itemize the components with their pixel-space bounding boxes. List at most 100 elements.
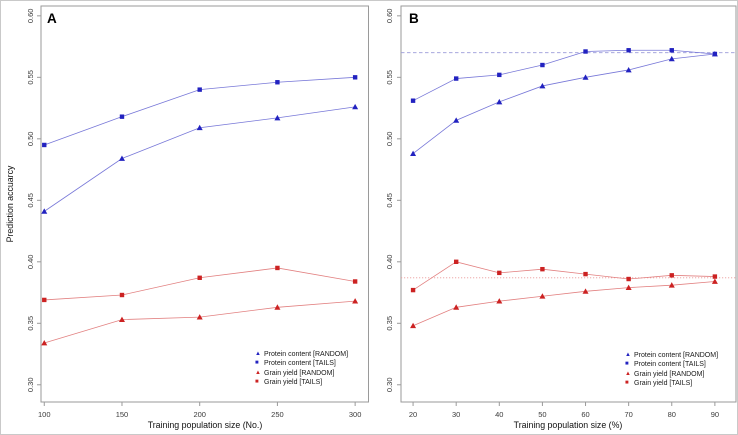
- series-protein-content-tails-b: [410, 48, 718, 103]
- series-line: [412, 53, 715, 154]
- protein-content-tails-square-marker: [275, 80, 280, 85]
- legend-item: ▲ Protein content [RANDOM]: [255, 350, 348, 359]
- x-tick-label: 50: [538, 410, 546, 419]
- legend-item-label: Protein content [RANDOM]: [264, 351, 349, 358]
- grain-yield-random-triangle-marker: [274, 304, 281, 310]
- square-marker-icon: ■: [625, 380, 629, 387]
- grain-yield-tails-square-marker: [583, 271, 588, 277]
- protein-content-random-triangle-marker: [625, 66, 632, 73]
- y-tick-label: 0.30: [26, 377, 35, 392]
- series-grain-yield-random-b: [410, 278, 718, 329]
- grain-yield-tails-square-marker: [119, 292, 125, 298]
- x-tick-label: 200: [193, 410, 206, 419]
- legend-item: ▲ Grain yield [RANDOM]: [625, 370, 718, 379]
- series-grain-yield-tails-b: [410, 259, 718, 293]
- x-tick-label: 80: [668, 410, 676, 419]
- legend-item-label: Grain yield [RANDOM]: [264, 369, 335, 377]
- triangle-marker-icon: ▲: [255, 351, 261, 357]
- legend-item-label: Grain yield [TAILS]: [634, 380, 693, 388]
- x-tick-label: 70: [624, 410, 632, 419]
- protein-content-random-triangle-marker: [196, 124, 203, 131]
- x-tick-label: 90: [711, 410, 719, 419]
- protein-content-random-triangle-marker: [539, 82, 546, 89]
- y-tick-label: 0.60: [385, 9, 394, 24]
- protein-content-random-triangle-marker: [668, 55, 675, 62]
- protein-content-random-triangle-marker: [410, 150, 417, 156]
- y-tick-label: 0.35: [26, 316, 35, 331]
- grain-yield-random-triangle-marker: [496, 298, 503, 304]
- series-grain-yield-random-a: [41, 298, 359, 346]
- protein-content-tails-square-marker: [712, 51, 718, 57]
- triangle-marker-icon: ▲: [625, 370, 631, 377]
- legend-item-label: Protein content [TAILS]: [264, 360, 336, 368]
- grain-yield-random-triangle-marker: [196, 314, 203, 320]
- protein-content-tails-square-marker: [42, 142, 47, 148]
- legend-item-label: Protein content [TAILS]: [634, 361, 706, 369]
- grain-yield-random-triangle-marker: [453, 304, 460, 310]
- protein-content-tails-square-marker: [583, 49, 588, 54]
- grain-yield-tails-square-marker: [42, 297, 47, 303]
- panel-a: 100 150 200 250 300 0.30 0.35 0.40 0.45 0.50 0.55 0…: [26, 5, 369, 419]
- grain-yield-tails-square-marker: [669, 273, 674, 278]
- legend-item: ■ Grain yield [TAILS]: [625, 379, 718, 388]
- grain-yield-tails-square-marker: [540, 266, 545, 272]
- grain-yield-tails-square-marker: [712, 274, 718, 279]
- x-tick-label: 20: [409, 410, 417, 419]
- x-tick-label: 40: [495, 410, 503, 419]
- y-tick-label: 0.50: [26, 132, 35, 147]
- series-line: [412, 261, 715, 291]
- series-line: [412, 49, 715, 102]
- series-protein-content-tails-a: [42, 75, 358, 148]
- x-tick-label: 250: [271, 410, 284, 419]
- grain-yield-random-triangle-marker: [711, 278, 718, 284]
- protein-content-random-triangle-marker: [274, 114, 281, 121]
- legend-item: ■ Protein content [TAILS]: [625, 360, 718, 369]
- grain-yield-random-triangle-marker: [668, 282, 675, 288]
- protein-content-tails-square-marker: [453, 76, 459, 81]
- y-tick-label: 0.55: [385, 70, 394, 85]
- legend-panel-a: ▲ Protein content [RANDOM] ■ Protein conten…: [255, 350, 348, 388]
- triangle-marker-icon: ▲: [255, 369, 261, 376]
- y-tick-label: 0.35: [385, 316, 394, 331]
- protein-content-tails-square-marker: [410, 98, 416, 103]
- panel-b-x-axis-title: Training population size (%): [513, 420, 623, 430]
- grain-yield-tails-square-marker: [410, 287, 416, 293]
- grain-yield-tails-square-marker: [197, 275, 202, 280]
- protein-content-tails-square-marker: [197, 87, 202, 92]
- panel-a-label: A: [47, 11, 57, 26]
- y-tick-label: 0.45: [26, 193, 35, 208]
- protein-content-tails-square-marker: [497, 72, 502, 78]
- series-protein-content-random-b: [410, 50, 718, 156]
- legend-panel-b: ▲ Protein content [RANDOM] ■ Protein conten…: [625, 351, 718, 389]
- x-tick-label: 300: [349, 410, 362, 419]
- panel-b-box: [400, 5, 737, 403]
- grain-yield-tails-square-marker: [275, 265, 280, 271]
- grain-yield-random-triangle-marker: [118, 316, 125, 323]
- triangle-marker-icon: ▲: [625, 352, 631, 358]
- square-marker-icon: ■: [255, 379, 259, 386]
- legend-item-label: Grain yield [TAILS]: [264, 379, 323, 387]
- y-tick-label: 0.45: [385, 193, 394, 208]
- series-grain-yield-tails-a: [42, 265, 358, 303]
- legend-item-label: Protein content [RANDOM]: [634, 352, 719, 359]
- series-protein-content-random-a: [41, 103, 359, 214]
- x-tick-label: 150: [116, 410, 129, 419]
- legend-item: ■ Grain yield [TAILS]: [255, 378, 348, 387]
- series-line: [44, 106, 356, 212]
- grain-yield-random-triangle-marker: [352, 298, 359, 304]
- grain-yield-random-triangle-marker: [582, 288, 589, 294]
- y-tick-label: 0.40: [26, 254, 35, 269]
- protein-content-tails-square-marker: [352, 75, 358, 80]
- series-line: [44, 300, 356, 344]
- protein-content-random-triangle-marker: [582, 74, 589, 80]
- protein-content-tails-square-marker: [119, 114, 125, 119]
- square-marker-icon: ■: [255, 360, 259, 367]
- grain-yield-random-triangle-marker: [410, 322, 417, 329]
- panel-a-box: [40, 5, 369, 403]
- protein-content-random-triangle-marker: [118, 155, 125, 161]
- protein-content-tails-square-marker: [669, 48, 674, 53]
- legend-item: ▲ Grain yield [RANDOM]: [255, 369, 348, 378]
- legend-item: ▲ Protein content [RANDOM]: [625, 351, 718, 360]
